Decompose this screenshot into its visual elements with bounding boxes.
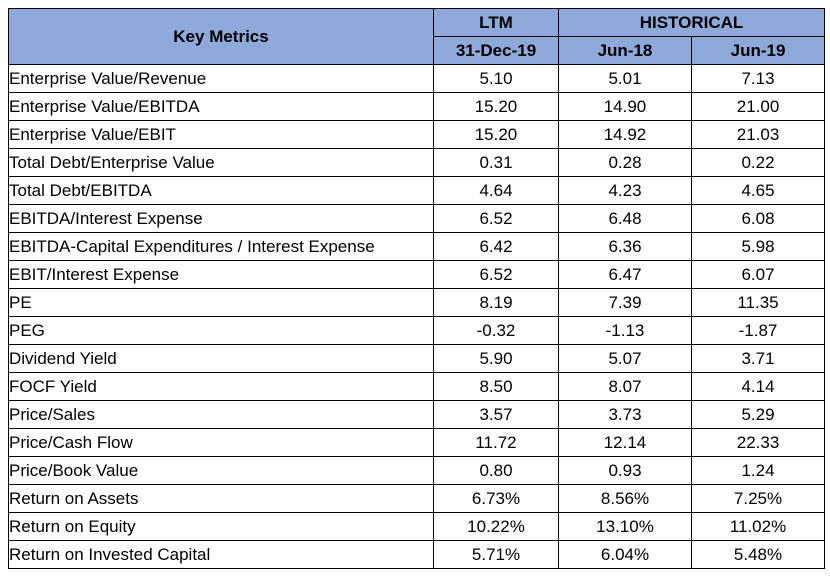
- table-header: Key Metrics LTM HISTORICAL 31-Dec-19 Jun…: [8, 8, 826, 65]
- metric-name-cell: Price/Sales: [8, 400, 434, 429]
- historical-1-value-cell: 14.90: [558, 92, 692, 121]
- historical-2-value-cell: 21.00: [690, 92, 826, 121]
- key-metrics-table: Key Metrics LTM HISTORICAL 31-Dec-19 Jun…: [8, 8, 826, 569]
- metric-name-cell: EBITDA-Capital Expenditures / Interest E…: [8, 232, 434, 261]
- historical-1-value-cell: 4.23: [558, 176, 692, 205]
- historical-1-value-cell: 6.04%: [558, 540, 692, 569]
- historical-1-value-cell: 6.36: [558, 232, 692, 261]
- historical-2-value-cell: 6.07: [690, 260, 826, 289]
- historical-2-value-cell: 5.98: [690, 232, 826, 261]
- table-body: Enterprise Value/Revenue 5.10 5.01 7.13 Ente…: [8, 64, 826, 569]
- ltm-value-cell: 15.20: [433, 120, 559, 149]
- ltm-date-header: 31-Dec-19: [433, 36, 559, 65]
- ltm-value-cell: 5.71%: [433, 540, 559, 569]
- metric-name-cell: Return on Invested Capital: [8, 540, 434, 569]
- historical-1-value-cell: 12.14: [558, 428, 692, 457]
- historical-2-value-cell: 11.02%: [690, 512, 826, 541]
- table-row: Price/Book Value 0.80 0.93 1.24: [8, 456, 826, 485]
- historical-2-value-cell: 1.24: [690, 456, 826, 485]
- historical-1-value-cell: 8.07: [558, 372, 692, 401]
- table-row: EBITDA/Interest Expense 6.52 6.48 6.08: [8, 204, 826, 233]
- metric-name-cell: Total Debt/EBITDA: [8, 176, 434, 205]
- metric-name-cell: Total Debt/Enterprise Value: [8, 148, 434, 177]
- metric-name-cell: Price/Cash Flow: [8, 428, 434, 457]
- historical-2-value-cell: 7.13: [690, 64, 826, 93]
- ltm-value-cell: 8.19: [433, 288, 559, 317]
- table-row: PE 8.19 7.39 11.35: [8, 288, 826, 317]
- table-row: Price/Cash Flow 11.72 12.14 22.33: [8, 428, 826, 457]
- ltm-value-cell: 0.80: [433, 456, 559, 485]
- table-row: EBITDA-Capital Expenditures / Interest E…: [8, 232, 826, 261]
- historical-1-value-cell: 5.01: [558, 64, 692, 93]
- table-row: Dividend Yield 5.90 5.07 3.71: [8, 344, 826, 373]
- ltm-value-cell: 11.72: [433, 428, 559, 457]
- table-row: Return on Invested Capital 5.71% 6.04% 5.48…: [8, 540, 826, 569]
- ltm-value-cell: 8.50: [433, 372, 559, 401]
- metric-name-cell: Return on Assets: [8, 484, 434, 513]
- metric-name-cell: EBIT/Interest Expense: [8, 260, 434, 289]
- table-row: FOCF Yield 8.50 8.07 4.14: [8, 372, 826, 401]
- table-row: Enterprise Value/EBITDA 15.20 14.90 21.00: [8, 92, 826, 121]
- historical-2-value-cell: 7.25%: [690, 484, 826, 513]
- ltm-value-cell: 4.64: [433, 176, 559, 205]
- historical-2-value-cell: 0.22: [690, 148, 826, 177]
- metric-name-cell: Enterprise Value/Revenue: [8, 64, 434, 93]
- table-row: EBIT/Interest Expense 6.52 6.47 6.07: [8, 260, 826, 289]
- historical-1-value-cell: 13.10%: [558, 512, 692, 541]
- ltm-value-cell: 15.20: [433, 92, 559, 121]
- historical-1-value-cell: 6.47: [558, 260, 692, 289]
- historical-1-value-cell: 7.39: [558, 288, 692, 317]
- ltm-value-cell: 3.57: [433, 400, 559, 429]
- metric-name-cell: Enterprise Value/EBIT: [8, 120, 434, 149]
- ltm-value-cell: 6.42: [433, 232, 559, 261]
- historical-period-2-header: Jun-19: [690, 36, 826, 65]
- ltm-value-cell: 5.10: [433, 64, 559, 93]
- ltm-value-cell: 6.73%: [433, 484, 559, 513]
- table-row: Total Debt/Enterprise Value 0.31 0.28 0.22: [8, 148, 826, 177]
- metric-name-cell: Price/Book Value: [8, 456, 434, 485]
- historical-2-value-cell: 6.08: [690, 204, 826, 233]
- historical-2-value-cell: 22.33: [690, 428, 826, 457]
- ltm-value-cell: -0.32: [433, 316, 559, 345]
- metric-name-cell: Return on Equity: [8, 512, 434, 541]
- metric-name-cell: EBITDA/Interest Expense: [8, 204, 434, 233]
- table-row: Return on Equity 10.22% 13.10% 11.02%: [8, 512, 826, 541]
- historical-2-value-cell: 11.35: [690, 288, 826, 317]
- historical-1-value-cell: 5.07: [558, 344, 692, 373]
- historical-2-value-cell: 5.48%: [690, 540, 826, 569]
- metric-name-cell: Dividend Yield: [8, 344, 434, 373]
- ltm-value-cell: 6.52: [433, 204, 559, 233]
- historical-2-value-cell: -1.87: [690, 316, 826, 345]
- historical-header: HISTORICAL: [557, 8, 826, 37]
- table-row: Enterprise Value/EBIT 15.20 14.92 21.03: [8, 120, 826, 149]
- historical-2-value-cell: 4.65: [690, 176, 826, 205]
- ltm-header: LTM: [433, 8, 559, 37]
- historical-2-value-cell: 4.14: [690, 372, 826, 401]
- ltm-value-cell: 6.52: [433, 260, 559, 289]
- historical-1-value-cell: 3.73: [558, 400, 692, 429]
- historical-1-value-cell: 8.56%: [558, 484, 692, 513]
- historical-1-value-cell: -1.13: [558, 316, 692, 345]
- historical-2-value-cell: 3.71: [690, 344, 826, 373]
- historical-1-value-cell: 6.48: [558, 204, 692, 233]
- historical-2-value-cell: 5.29: [690, 400, 826, 429]
- table-row: PEG -0.32 -1.13 -1.87: [8, 316, 826, 345]
- metric-name-cell: Enterprise Value/EBITDA: [8, 92, 434, 121]
- table-row: Enterprise Value/Revenue 5.10 5.01 7.13: [8, 64, 826, 93]
- metric-name-cell: FOCF Yield: [8, 372, 434, 401]
- key-metrics-header: Key Metrics: [8, 8, 434, 65]
- table-row: Price/Sales 3.57 3.73 5.29: [8, 400, 826, 429]
- historical-period-1-header: Jun-18: [558, 36, 692, 65]
- historical-1-value-cell: 0.28: [558, 148, 692, 177]
- ltm-value-cell: 10.22%: [433, 512, 559, 541]
- historical-1-value-cell: 0.93: [558, 456, 692, 485]
- ltm-value-cell: 5.90: [433, 344, 559, 373]
- table-row: Total Debt/EBITDA 4.64 4.23 4.65: [8, 176, 826, 205]
- historical-2-value-cell: 21.03: [690, 120, 826, 149]
- metric-name-cell: PE: [8, 288, 434, 317]
- ltm-value-cell: 0.31: [433, 148, 559, 177]
- table-row: Return on Assets 6.73% 8.56% 7.25%: [8, 484, 826, 513]
- historical-1-value-cell: 14.92: [558, 120, 692, 149]
- metric-name-cell: PEG: [8, 316, 434, 345]
